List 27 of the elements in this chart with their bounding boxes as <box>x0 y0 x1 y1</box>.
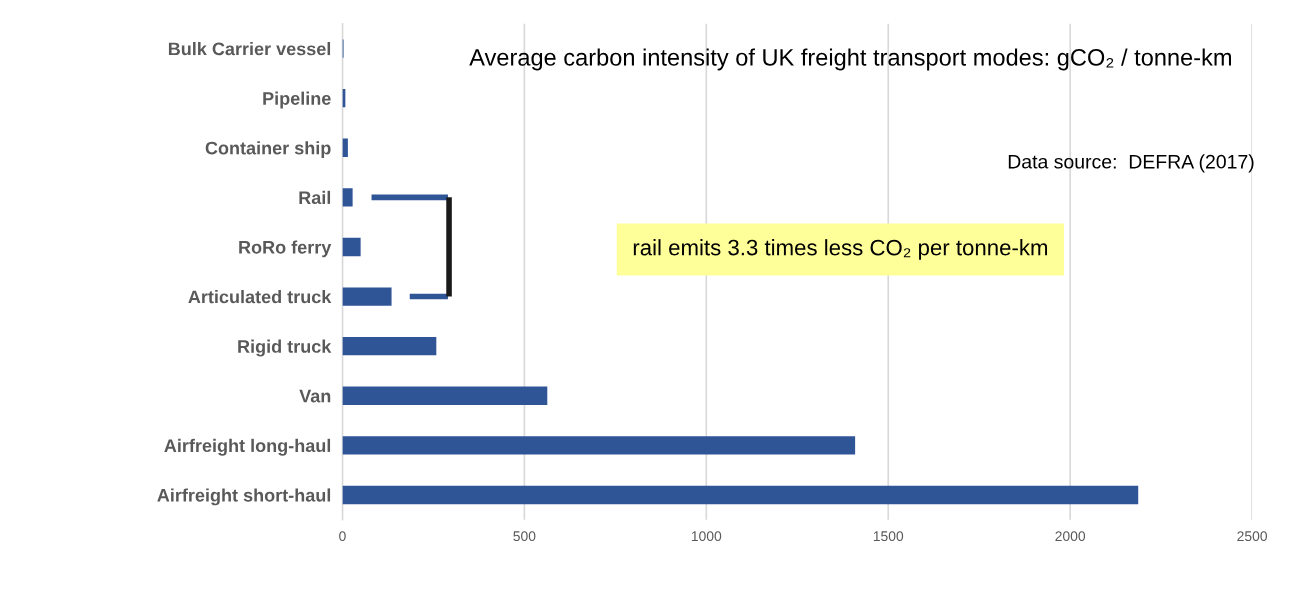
y-tick-label: Airfreight short-haul <box>157 488 331 506</box>
y-tick-label: Bulk Carrier vessel <box>168 42 331 56</box>
x-tick-label: 2500 <box>1237 531 1268 542</box>
bar <box>342 188 353 207</box>
text: Average carbon intensity of UK freight transport modes: gCO₂ / tonne-km <box>469 48 1231 71</box>
y-tick-label: Airfreight long-haul <box>164 438 331 456</box>
x-tick-label: 500 <box>513 531 536 542</box>
bar <box>342 386 548 405</box>
x-tick-label: 2000 <box>1055 531 1086 542</box>
y-tick-label: Van <box>299 389 331 403</box>
bar <box>342 287 392 306</box>
bar <box>342 336 437 356</box>
bar <box>342 237 361 257</box>
x-tick-label: 1500 <box>873 531 904 542</box>
x-tick-label: 0 <box>339 531 346 542</box>
y-tick-label: Rigid truck <box>238 339 332 357</box>
annotation: rail emits 3.3 times less CO₂ per tonne-km <box>633 239 1048 260</box>
y-tick-label: RoRo ferry <box>239 240 332 258</box>
y-tick-label: Container ship <box>205 141 331 159</box>
x-tick-label: 1000 <box>691 531 722 542</box>
bar <box>342 138 348 157</box>
bar <box>342 485 1139 505</box>
y-tick-label: Rail <box>299 190 331 205</box>
y-tick-label: Pipeline <box>263 91 331 109</box>
y-tick-label: Articulated truck <box>188 290 332 304</box>
bar <box>342 436 856 455</box>
annotation: Data source: DEFRA (2017) <box>1008 154 1254 173</box>
